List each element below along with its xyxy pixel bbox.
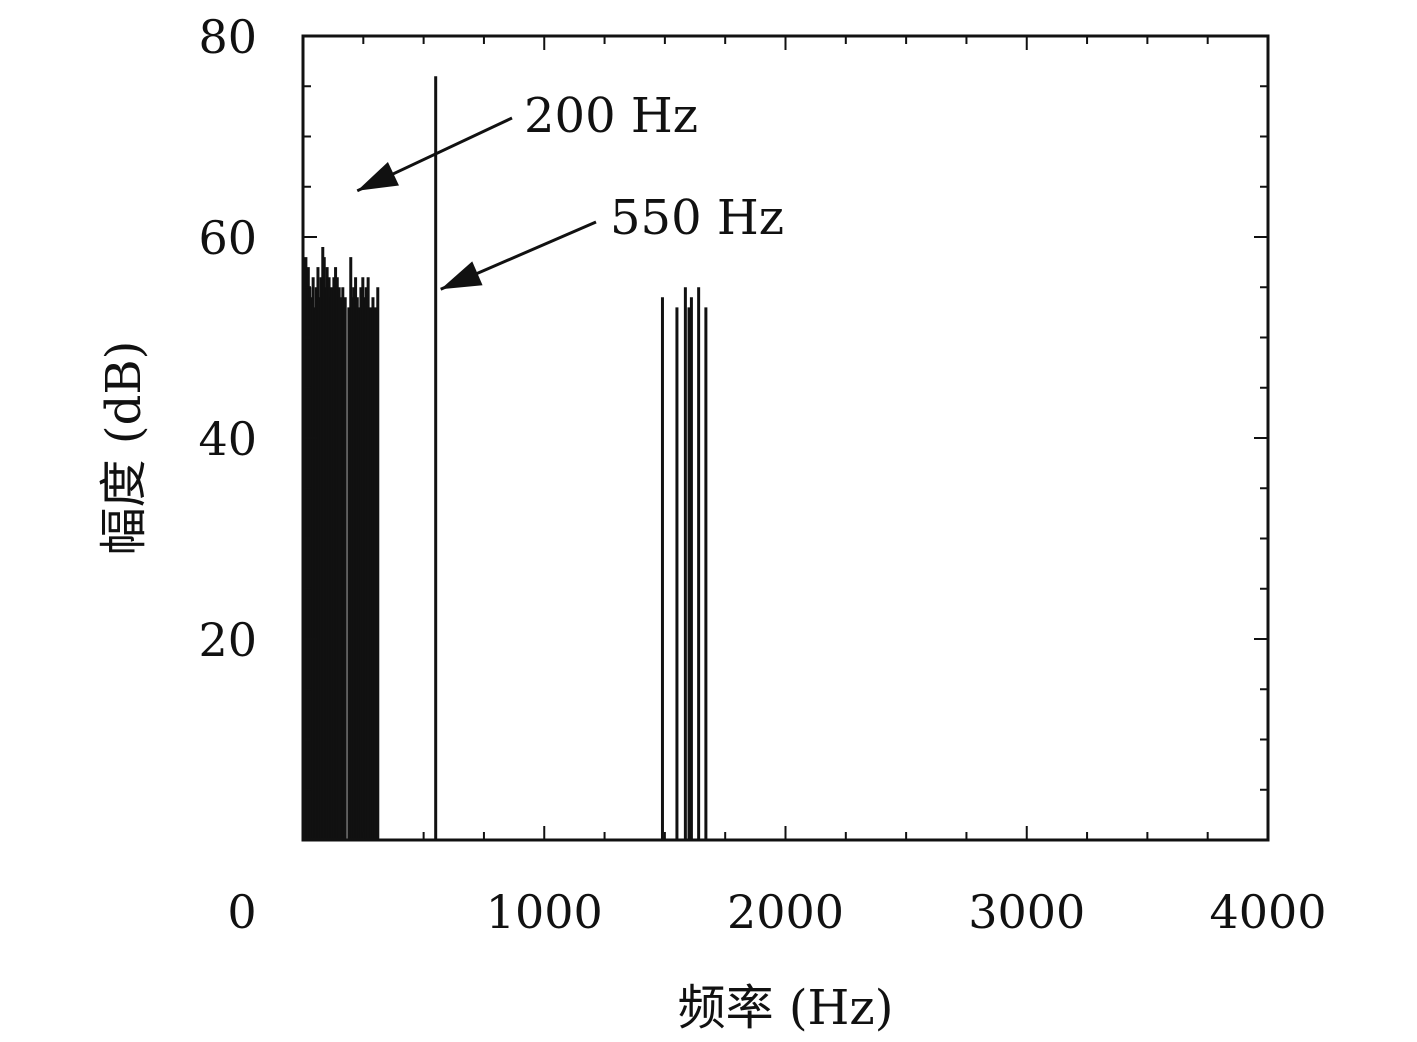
tick-marks [303,36,1268,840]
x-tick-label: 3000 [968,885,1085,939]
annotation-label: 550 Hz [610,190,784,246]
x-tick-label: 4000 [1209,885,1326,939]
annotation-arrowhead [440,261,483,290]
y-axis-title: 幅度 (dB) [96,341,152,556]
annotation-label: 200 Hz [524,88,698,144]
plot-frame [301,34,1270,842]
x-tick-label: 0 [227,885,256,939]
x-tick-label: 2000 [727,885,844,939]
y-tick-label: 20 [198,613,257,667]
annotation-arrowhead [357,162,399,191]
y-tick-label: 40 [198,412,257,466]
y-tick-label: 60 [198,211,257,265]
annotation-group: 200 Hz 550 Hz [356,88,784,291]
y-tick-labels: 20 40 60 80 [198,10,257,667]
y-tick-label: 80 [198,10,257,64]
bar-group [302,76,708,840]
x-tick-labels: 0 1000 2000 3000 4000 [227,885,1326,939]
x-tick-label: 1000 [486,885,603,939]
x-axis-title: 频率 (Hz) [678,980,894,1036]
